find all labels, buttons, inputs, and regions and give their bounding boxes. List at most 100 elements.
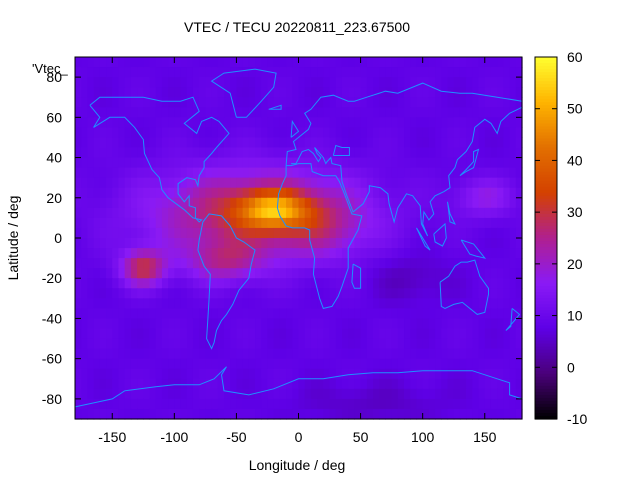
heatmap-cell	[217, 87, 225, 98]
heatmap-cell	[497, 368, 504, 380]
heatmap-cell	[143, 127, 151, 139]
heatmap-cell	[348, 338, 355, 350]
heatmap-cell	[149, 408, 157, 420]
heatmap-cell	[478, 227, 486, 239]
heatmap-cell	[373, 117, 380, 128]
heatmap-cell	[453, 117, 461, 128]
colorbar-segment	[535, 352, 557, 357]
heatmap-cell	[329, 298, 337, 309]
heatmap-cell	[273, 167, 281, 179]
heatmap-cell	[279, 358, 287, 370]
heatmap-cell	[242, 227, 250, 239]
heatmap-cell	[106, 318, 113, 330]
colorbar-segment	[535, 210, 557, 215]
heatmap-cell	[106, 127, 113, 139]
heatmap-cell	[459, 308, 467, 320]
heatmap-cell	[81, 207, 89, 219]
heatmap-cell	[391, 227, 399, 239]
heatmap-cell	[435, 117, 442, 128]
heatmap-cell	[255, 137, 262, 149]
heatmap-cell	[75, 288, 82, 299]
heatmap-cell	[124, 87, 132, 98]
x-tick-label: -150	[98, 429, 126, 445]
colorbar-segment	[535, 403, 557, 408]
heatmap-cell	[472, 348, 480, 360]
heatmap-cell	[112, 187, 120, 199]
coastline-path	[290, 119, 300, 138]
heatmap-cell	[174, 298, 182, 309]
heatmap-cell	[292, 358, 300, 370]
heatmap-cell	[93, 348, 101, 360]
heatmap-cell	[310, 408, 318, 420]
heatmap-cell	[130, 398, 138, 410]
heatmap-cell	[267, 378, 275, 390]
heatmap-cell	[348, 358, 355, 370]
heatmap-cell	[317, 107, 324, 118]
colorbar-segment	[535, 81, 557, 85]
heatmap-cell	[323, 67, 331, 78]
heatmap-cell	[93, 258, 101, 269]
heatmap-cell	[93, 358, 101, 370]
heatmap-cell	[155, 258, 163, 269]
heatmap-cell	[304, 87, 312, 98]
heatmap-cell	[447, 298, 455, 309]
heatmap-cell	[416, 177, 424, 189]
heatmap-cell	[453, 238, 461, 249]
heatmap-cell	[273, 368, 281, 380]
heatmap-cell	[404, 328, 411, 340]
heatmap-cell	[447, 388, 455, 400]
heatmap-cell	[199, 137, 206, 149]
heatmap-cell	[478, 167, 486, 179]
heatmap-cell	[242, 328, 250, 340]
heatmap-cell	[428, 368, 436, 380]
heatmap-cell	[255, 97, 262, 108]
heatmap-cell	[174, 107, 182, 118]
heatmap-cell	[168, 77, 175, 88]
heatmap-cell	[335, 238, 343, 249]
heatmap-cell	[466, 258, 473, 269]
heatmap-cell	[391, 288, 399, 299]
heatmap-cell	[137, 127, 144, 139]
heatmap-cell	[391, 358, 399, 370]
heatmap-cell	[385, 77, 393, 88]
heatmap-cell	[143, 217, 151, 229]
heatmap-cell	[416, 107, 424, 118]
heatmap-cell	[286, 258, 293, 269]
heatmap-cell	[354, 187, 362, 199]
heatmap-cell	[497, 157, 504, 169]
heatmap-cell	[428, 348, 436, 360]
colorbar-segment	[535, 385, 557, 390]
heatmap-cell	[124, 328, 132, 340]
heatmap-cell	[87, 318, 95, 330]
heatmap-cell	[373, 248, 380, 259]
heatmap-cell	[192, 157, 200, 169]
heatmap-cell	[490, 207, 498, 219]
heatmap-cell	[428, 197, 436, 209]
heatmap-cell	[404, 77, 411, 88]
colorbar-segment	[535, 162, 557, 167]
heatmap-cell	[81, 248, 89, 259]
heatmap-cell	[217, 388, 225, 400]
heatmap-cell	[503, 57, 511, 68]
colorbar-segment	[535, 144, 557, 149]
heatmap-cell	[124, 258, 132, 269]
heatmap-cell	[242, 358, 250, 370]
heatmap-cell	[192, 187, 200, 199]
heatmap-cell	[509, 147, 517, 159]
heatmap-cell	[385, 87, 393, 98]
heatmap-cell	[242, 368, 250, 380]
heatmap-cell	[360, 187, 368, 199]
heatmap-cell	[404, 258, 411, 269]
heatmap-cell	[292, 57, 300, 68]
heatmap-cell	[137, 378, 144, 390]
heatmap-cell	[279, 187, 287, 199]
heatmap-cell	[81, 288, 89, 299]
heatmap-cell	[168, 107, 175, 118]
heatmap-cell	[503, 258, 511, 269]
heatmap-cell	[168, 137, 175, 149]
heatmap-cell	[286, 117, 293, 128]
heatmap-cell	[143, 308, 151, 320]
colorbar-segment	[535, 72, 557, 76]
heatmap-cell	[230, 378, 238, 390]
heatmap-cell	[242, 197, 250, 209]
